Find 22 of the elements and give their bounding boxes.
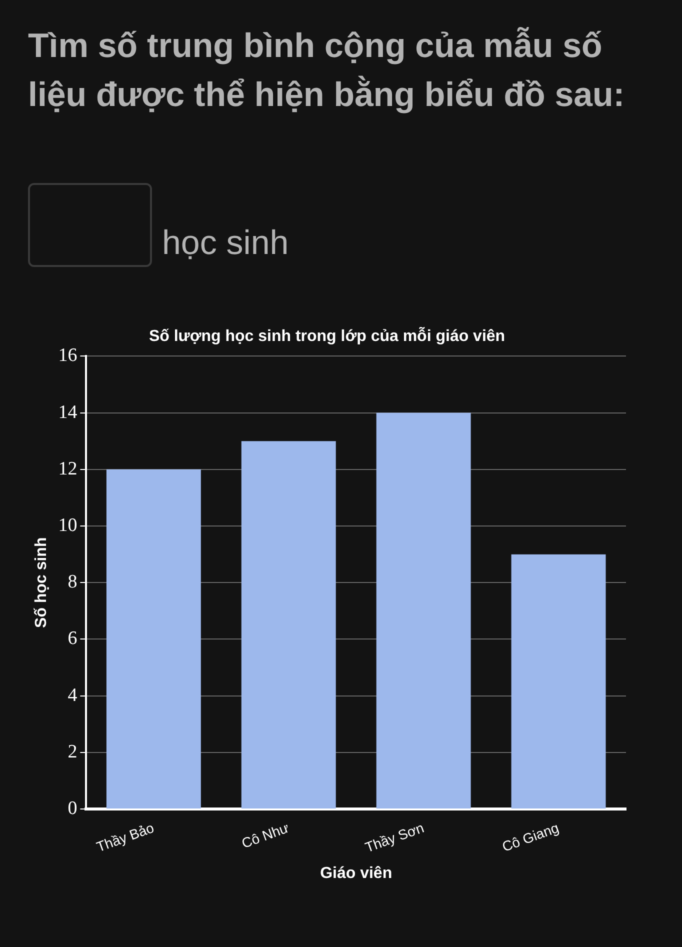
bar [376, 412, 471, 808]
y-tick-label: 10 [58, 514, 78, 536]
y-tick-label: 0 [68, 798, 78, 819]
y-tick-label: 12 [58, 458, 78, 479]
x-tick-label: Thầy Bảo [94, 818, 156, 854]
chart-title: Số lượng học sinh trong lớp của mỗi giáo viên [148, 326, 506, 345]
text: học sinh [162, 224, 289, 263]
x-axis-title: Giáo viên [320, 864, 392, 882]
y-tick-label: 8 [68, 571, 78, 592]
y-tick-label: 4 [68, 684, 78, 706]
bar [511, 554, 606, 808]
bar [241, 440, 336, 808]
y-axis-title: Số học sinh [33, 536, 50, 628]
bar [106, 469, 201, 808]
y-tick-label: 6 [68, 628, 78, 649]
y-tick-label: 14 [58, 401, 78, 422]
x-tick-label: Cô Giang [500, 818, 561, 854]
x-tick-label: Cô Như [239, 818, 291, 851]
x-tick-label: Thầy Sơn [362, 818, 426, 855]
y-tick-label: 16 [58, 344, 78, 366]
y-tick-label: 2 [68, 741, 78, 762]
text: Tìm số trung bình cộng của mẫu số liệu được thể hiện bằng biểu đồ sau: [28, 26, 626, 116]
